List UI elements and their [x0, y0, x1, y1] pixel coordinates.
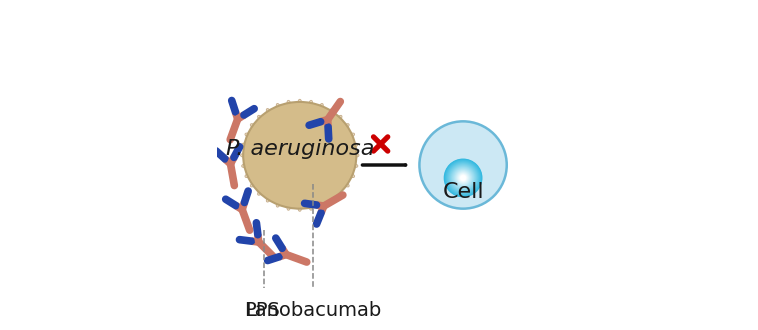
- Ellipse shape: [242, 143, 247, 147]
- Circle shape: [459, 175, 466, 182]
- Circle shape: [447, 162, 478, 193]
- Ellipse shape: [337, 191, 342, 195]
- Ellipse shape: [349, 133, 355, 137]
- Circle shape: [454, 169, 472, 187]
- Ellipse shape: [320, 202, 323, 207]
- Ellipse shape: [329, 197, 334, 202]
- Text: Cell: Cell: [442, 182, 484, 202]
- Circle shape: [456, 170, 471, 186]
- Circle shape: [458, 173, 468, 183]
- Ellipse shape: [258, 191, 262, 195]
- Circle shape: [456, 171, 471, 185]
- Ellipse shape: [250, 124, 255, 128]
- Circle shape: [453, 168, 472, 187]
- Ellipse shape: [329, 109, 334, 113]
- Ellipse shape: [298, 99, 302, 105]
- Circle shape: [450, 165, 476, 191]
- Circle shape: [457, 172, 469, 184]
- Circle shape: [456, 171, 470, 185]
- Circle shape: [453, 167, 474, 188]
- Ellipse shape: [320, 104, 323, 109]
- Ellipse shape: [337, 115, 342, 120]
- Circle shape: [451, 166, 475, 190]
- Circle shape: [443, 158, 483, 197]
- Ellipse shape: [258, 115, 262, 120]
- Circle shape: [459, 174, 467, 182]
- Ellipse shape: [266, 197, 271, 202]
- Ellipse shape: [277, 104, 280, 109]
- Ellipse shape: [243, 102, 356, 209]
- Ellipse shape: [298, 206, 302, 211]
- Ellipse shape: [287, 205, 290, 210]
- Ellipse shape: [242, 164, 247, 167]
- Ellipse shape: [277, 202, 280, 207]
- Circle shape: [449, 165, 477, 191]
- Circle shape: [449, 164, 477, 192]
- Text: P. aeruginosa: P. aeruginosa: [226, 139, 374, 159]
- Ellipse shape: [352, 143, 358, 147]
- Circle shape: [445, 160, 481, 196]
- Ellipse shape: [352, 164, 358, 167]
- Circle shape: [446, 161, 481, 195]
- Circle shape: [446, 160, 481, 196]
- Ellipse shape: [349, 174, 355, 178]
- Circle shape: [448, 163, 478, 193]
- Ellipse shape: [309, 205, 312, 210]
- Circle shape: [444, 159, 482, 197]
- Circle shape: [449, 163, 478, 192]
- Ellipse shape: [354, 154, 359, 157]
- Circle shape: [451, 166, 475, 190]
- Circle shape: [459, 173, 468, 182]
- Ellipse shape: [344, 124, 349, 128]
- Circle shape: [447, 162, 479, 194]
- Ellipse shape: [344, 183, 349, 187]
- Circle shape: [455, 170, 471, 186]
- Circle shape: [460, 175, 466, 181]
- Circle shape: [453, 168, 473, 188]
- Ellipse shape: [250, 183, 255, 187]
- Circle shape: [419, 121, 507, 209]
- Circle shape: [452, 167, 475, 189]
- Ellipse shape: [309, 100, 312, 106]
- Ellipse shape: [240, 154, 246, 157]
- Text: LPS: LPS: [245, 301, 280, 320]
- Ellipse shape: [287, 100, 290, 106]
- Circle shape: [457, 172, 468, 183]
- Circle shape: [446, 161, 480, 195]
- Ellipse shape: [266, 109, 271, 113]
- Text: Panobacumab: Panobacumab: [244, 301, 381, 320]
- Ellipse shape: [245, 174, 250, 178]
- Ellipse shape: [245, 133, 250, 137]
